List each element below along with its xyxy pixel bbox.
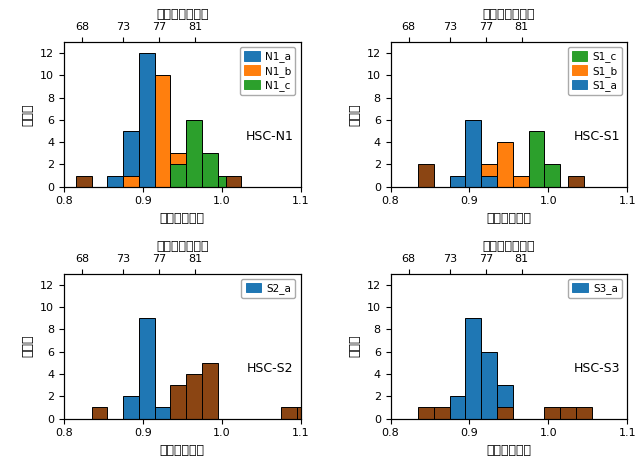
- Bar: [108, 176, 123, 187]
- Bar: [560, 407, 576, 418]
- Bar: [465, 120, 481, 187]
- Bar: [418, 165, 434, 187]
- X-axis label: 分光赤方偏移: 分光赤方偏移: [486, 212, 531, 225]
- Bar: [297, 407, 312, 418]
- Bar: [155, 75, 170, 187]
- Y-axis label: 天体数: 天体数: [348, 335, 361, 357]
- Bar: [170, 385, 186, 418]
- Bar: [450, 396, 465, 418]
- Bar: [281, 407, 297, 418]
- X-axis label: 距離［億光年］: 距離［億光年］: [156, 8, 209, 21]
- Bar: [481, 176, 497, 187]
- Bar: [218, 176, 234, 187]
- Legend: S2_a: S2_a: [241, 279, 296, 299]
- Bar: [155, 407, 170, 418]
- Legend: N1_a, N1_b, N1_c: N1_a, N1_b, N1_c: [240, 47, 296, 95]
- Bar: [186, 120, 202, 187]
- Text: HSC-S1: HSC-S1: [573, 130, 620, 143]
- Bar: [497, 385, 513, 418]
- Bar: [497, 407, 513, 418]
- Bar: [123, 131, 139, 187]
- Bar: [139, 318, 155, 418]
- Bar: [513, 176, 529, 187]
- Bar: [465, 318, 481, 418]
- Bar: [434, 407, 450, 418]
- Bar: [450, 176, 465, 187]
- Bar: [202, 363, 218, 418]
- X-axis label: 分光赤方偏移: 分光赤方偏移: [160, 212, 205, 225]
- Bar: [226, 176, 241, 187]
- X-axis label: 距離［億光年］: 距離［億光年］: [483, 240, 535, 253]
- Bar: [76, 176, 92, 187]
- Bar: [202, 153, 218, 187]
- Bar: [170, 165, 186, 187]
- Bar: [139, 53, 155, 187]
- X-axis label: 分光赤方偏移: 分光赤方偏移: [160, 444, 205, 457]
- X-axis label: 距離［億光年］: 距離［億光年］: [483, 8, 535, 21]
- Bar: [92, 407, 108, 418]
- Bar: [123, 176, 139, 187]
- Bar: [481, 352, 497, 418]
- Bar: [545, 165, 560, 187]
- Legend: S3_a: S3_a: [568, 279, 622, 299]
- Bar: [529, 131, 545, 187]
- Bar: [545, 407, 560, 418]
- Bar: [576, 407, 592, 418]
- Bar: [568, 176, 584, 187]
- Text: HSC-S3: HSC-S3: [573, 362, 620, 375]
- Bar: [123, 396, 139, 418]
- Y-axis label: 天体数: 天体数: [22, 103, 35, 126]
- Bar: [418, 407, 434, 418]
- Bar: [481, 165, 497, 187]
- Bar: [186, 374, 202, 418]
- Bar: [497, 142, 513, 187]
- Bar: [170, 153, 186, 187]
- X-axis label: 距離［億光年］: 距離［億光年］: [156, 240, 209, 253]
- Y-axis label: 天体数: 天体数: [22, 335, 35, 357]
- Legend: S1_c, S1_b, S1_a: S1_c, S1_b, S1_a: [568, 47, 622, 95]
- Text: HSC-S2: HSC-S2: [247, 362, 294, 375]
- X-axis label: 分光赤方偏移: 分光赤方偏移: [486, 444, 531, 457]
- Text: HSC-N1: HSC-N1: [246, 130, 294, 143]
- Y-axis label: 天体数: 天体数: [348, 103, 361, 126]
